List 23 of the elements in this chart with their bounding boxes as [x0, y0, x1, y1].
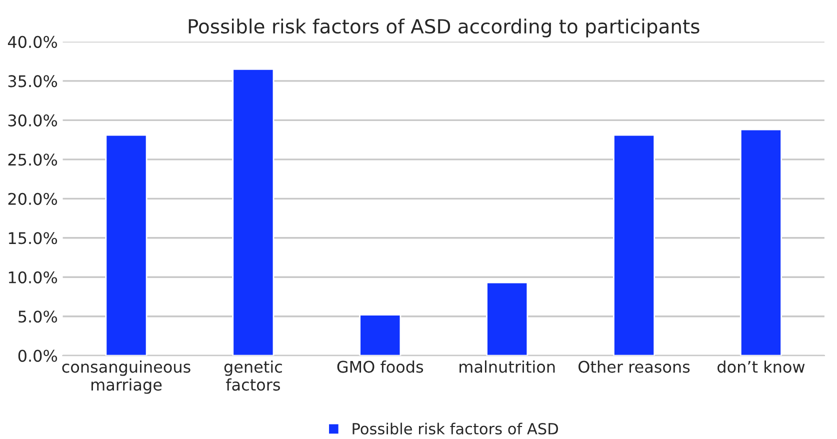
x-tick-label: malnutrition — [460, 360, 555, 373]
y-tick-label: 5.0% — [18, 310, 58, 323]
y-tick-label: 20.0% — [8, 192, 58, 205]
y-tick-label: 15.0% — [8, 232, 58, 244]
y-tick-label: 30.0% — [8, 114, 58, 126]
legend-label: Possible risk factors of ASD — [352, 422, 558, 435]
x-tick-label: GMO foods — [337, 360, 424, 373]
y-tick-label: 0.0% — [18, 350, 58, 362]
x-tick-label: Other reasons — [578, 360, 690, 373]
bar — [232, 68, 274, 356]
bar — [613, 134, 656, 356]
bar — [486, 282, 528, 356]
x-tick-label: genetic factors — [224, 360, 282, 391]
bar — [740, 128, 782, 356]
y-tick-label: 25.0% — [8, 154, 58, 166]
bar — [359, 314, 402, 356]
x-tick-label: don’t know — [718, 360, 805, 373]
y-tick-label: 35.0% — [8, 75, 58, 88]
y-tick-label: 10.0% — [8, 271, 58, 284]
y-tick-label: 40.0% — [8, 36, 58, 48]
chart-title: Possible risk factors of ASD according to participants — [188, 18, 700, 38]
x-tick-label: consanguineous marriage — [62, 360, 190, 394]
bar — [105, 134, 148, 356]
